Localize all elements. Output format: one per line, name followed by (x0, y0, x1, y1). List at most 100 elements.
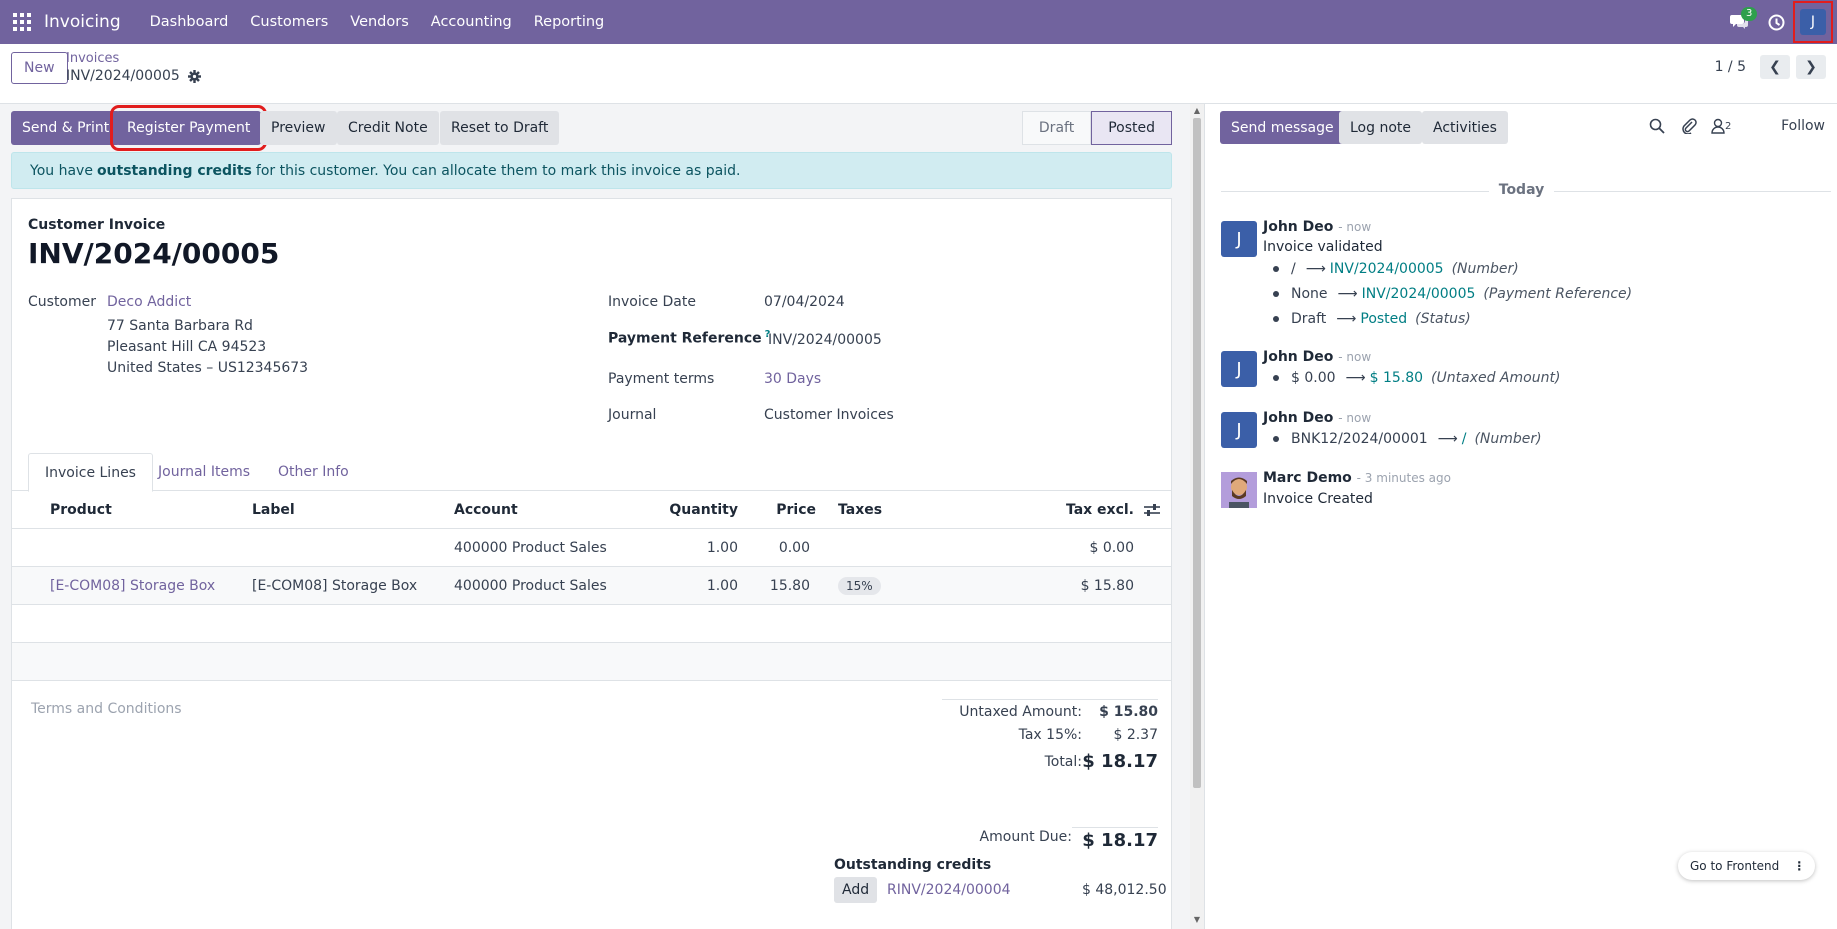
invoice-number: INV/2024/00005 (28, 237, 280, 270)
payment-terms-field[interactable]: 30 Days (764, 371, 822, 387)
date-separator: Today (1205, 182, 1837, 198)
status-steps: Draft Posted (1021, 111, 1172, 145)
user-menu[interactable]: J (1793, 1, 1833, 43)
customer-field[interactable]: Deco Addict (107, 294, 192, 310)
menu-reporting[interactable]: Reporting (533, 14, 605, 30)
more-options-icon[interactable]: ⋮ (1793, 859, 1806, 873)
followers-icon[interactable] (1711, 118, 1725, 134)
add-credit-button[interactable]: Add (834, 877, 878, 903)
credit-note-button[interactable]: Credit Note (337, 111, 439, 145)
credit-amount: $ 48,012.50 (1082, 882, 1167, 898)
form-scrollbar[interactable]: ▲ ▼ (1190, 104, 1204, 929)
old-value: None (1291, 286, 1328, 302)
payment-reference-field[interactable]: INV/2024/00005 (768, 332, 882, 348)
app-brand[interactable]: Invoicing (44, 12, 121, 32)
col-account[interactable]: Account (454, 502, 518, 518)
avatar[interactable]: J (1221, 351, 1257, 387)
tab-journal-items[interactable]: Journal Items (158, 464, 251, 480)
chat-bubbles-icon (1730, 15, 1748, 29)
top-navbar: Invoicing Dashboard Customers Vendors Ac… (0, 0, 1837, 44)
avatar[interactable]: J (1221, 221, 1257, 257)
pager-next-button[interactable]: ❯ (1796, 55, 1826, 79)
help-tooltip-icon[interactable]: ? (764, 329, 771, 340)
paperclip-icon[interactable] (1681, 118, 1697, 134)
message-time: - 3 minutes ago (1356, 471, 1451, 485)
col-tax-excl[interactable]: Tax excl. (1065, 502, 1134, 518)
status-step-posted[interactable]: Posted (1091, 111, 1172, 145)
outstanding-credits-alert: You have outstanding credits for this cu… (11, 152, 1172, 189)
optional-columns-icon[interactable] (1144, 491, 1160, 529)
terms-and-conditions-field[interactable]: Terms and Conditions (31, 701, 182, 717)
follow-button[interactable]: Follow (1781, 118, 1825, 134)
pager-previous-button[interactable]: ❮ (1760, 55, 1790, 79)
record-title: INV/2024/00005 (66, 68, 201, 84)
line-account: 400000 Product Sales (454, 578, 607, 594)
new-value: Posted (1360, 311, 1408, 327)
menu-accounting[interactable]: Accounting (430, 14, 512, 30)
journal-field[interactable]: Customer Invoices (764, 407, 894, 423)
tab-other-info[interactable]: Other Info (278, 464, 349, 480)
pager-value[interactable]: 1 / 5 (1714, 59, 1746, 75)
gear-icon[interactable] (187, 69, 201, 83)
empty-row (12, 605, 1171, 643)
avatar[interactable] (1221, 472, 1257, 508)
reset-to-draft-button[interactable]: Reset to Draft (440, 111, 560, 145)
col-price[interactable]: Price (776, 502, 816, 518)
tracking-change: $ 0.00 ⟶ $ 15.80 (Untaxed Amount) (1273, 370, 1560, 386)
message-author-name[interactable]: Marc Demo (1263, 470, 1352, 486)
status-step-draft[interactable]: Draft (1021, 111, 1092, 145)
message-author-name[interactable]: John Deo (1263, 219, 1334, 235)
send-message-button[interactable]: Send message (1220, 111, 1345, 144)
avatar[interactable]: J (1221, 412, 1257, 448)
preview-button[interactable]: Preview (260, 111, 337, 145)
activities-button[interactable]: Activities (1422, 111, 1508, 144)
table-row[interactable]: 400000 Product Sales 1.00 0.00 $ 0.00 (12, 529, 1171, 567)
field-name: (Payment Reference) (1483, 286, 1633, 302)
new-button[interactable]: New (11, 52, 68, 84)
table-row[interactable]: [E-COM08] Storage Box [E-COM08] Storage … (12, 567, 1171, 605)
credit-reference-link[interactable]: RINV/2024/00004 (887, 882, 1011, 898)
outstanding-credits-title: Outstanding credits (834, 857, 992, 873)
menu-vendors[interactable]: Vendors (350, 14, 409, 30)
tax-badge: 15% (838, 577, 881, 595)
breadcrumb-invoices[interactable]: Invoices (66, 51, 120, 66)
tracking-change: / ⟶ INV/2024/00005 (Number) (1273, 261, 1519, 277)
menu-dashboard[interactable]: Dashboard (149, 14, 229, 30)
col-quantity[interactable]: Quantity (669, 502, 738, 518)
scroll-down-arrow-icon[interactable]: ▼ (1193, 915, 1201, 924)
message-time: - now (1338, 220, 1372, 234)
payment-reference-label-text: Payment Reference (608, 330, 762, 347)
col-label[interactable]: Label (252, 502, 295, 518)
untaxed-amount-label: Untaxed Amount: (959, 704, 1082, 720)
message-author-name[interactable]: John Deo (1263, 410, 1334, 426)
arrow-right-icon: ⟶ (1437, 431, 1458, 447)
scroll-up-arrow-icon[interactable]: ▲ (1193, 106, 1201, 115)
messaging-button[interactable]: 3 (1719, 0, 1759, 44)
tax-value: $ 2.37 (1113, 727, 1158, 743)
address-line: United States – US12345673 (107, 360, 309, 376)
col-product[interactable]: Product (50, 502, 112, 518)
register-payment-button[interactable]: Register Payment (109, 105, 268, 151)
message-time: - now (1338, 350, 1372, 364)
scroll-thumb[interactable] (1193, 118, 1201, 788)
menu-customers[interactable]: Customers (250, 14, 329, 30)
go-to-frontend-button[interactable]: Go to Frontend ⋮ (1678, 852, 1816, 880)
customer-label: Customer (28, 294, 97, 310)
log-note-button[interactable]: Log note (1339, 111, 1422, 144)
new-value: INV/2024/00005 (1329, 261, 1444, 277)
message-author-name[interactable]: John Deo (1263, 349, 1334, 365)
invoice-date-field[interactable]: 07/04/2024 (764, 294, 845, 310)
tracking-change: BNK12/2024/00001 ⟶ / (Number) (1273, 431, 1542, 447)
form-sheet: Customer Invoice INV/2024/00005 Customer… (11, 198, 1172, 929)
message-author: Marc Demo - 3 minutes ago (1263, 470, 1451, 486)
messages-count-badge: 3 (1741, 7, 1758, 21)
search-icon[interactable] (1649, 118, 1665, 134)
col-taxes[interactable]: Taxes (838, 502, 883, 518)
tab-invoice-lines[interactable]: Invoice Lines (28, 453, 153, 492)
activity-clock-icon[interactable] (1759, 0, 1793, 44)
line-price: 15.80 (769, 578, 810, 594)
journal-label: Journal (608, 407, 657, 423)
old-value: $ 0.00 (1291, 370, 1336, 386)
send-print-button[interactable]: Send & Print (11, 111, 121, 145)
apps-grid-icon[interactable] (0, 0, 44, 44)
